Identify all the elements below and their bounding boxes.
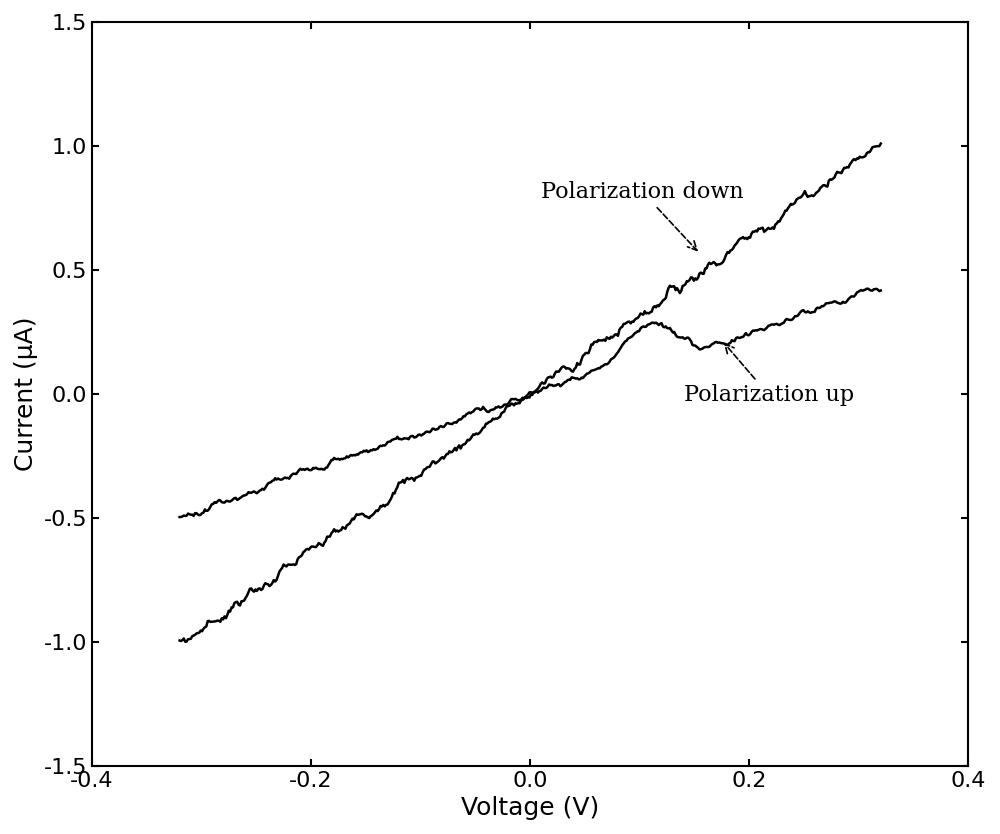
Y-axis label: Current (μA): Current (μA) [14,317,38,471]
X-axis label: Voltage (V): Voltage (V) [461,796,599,820]
Text: Polarization up: Polarization up [684,344,854,406]
Text: Polarization down: Polarization down [541,181,744,250]
